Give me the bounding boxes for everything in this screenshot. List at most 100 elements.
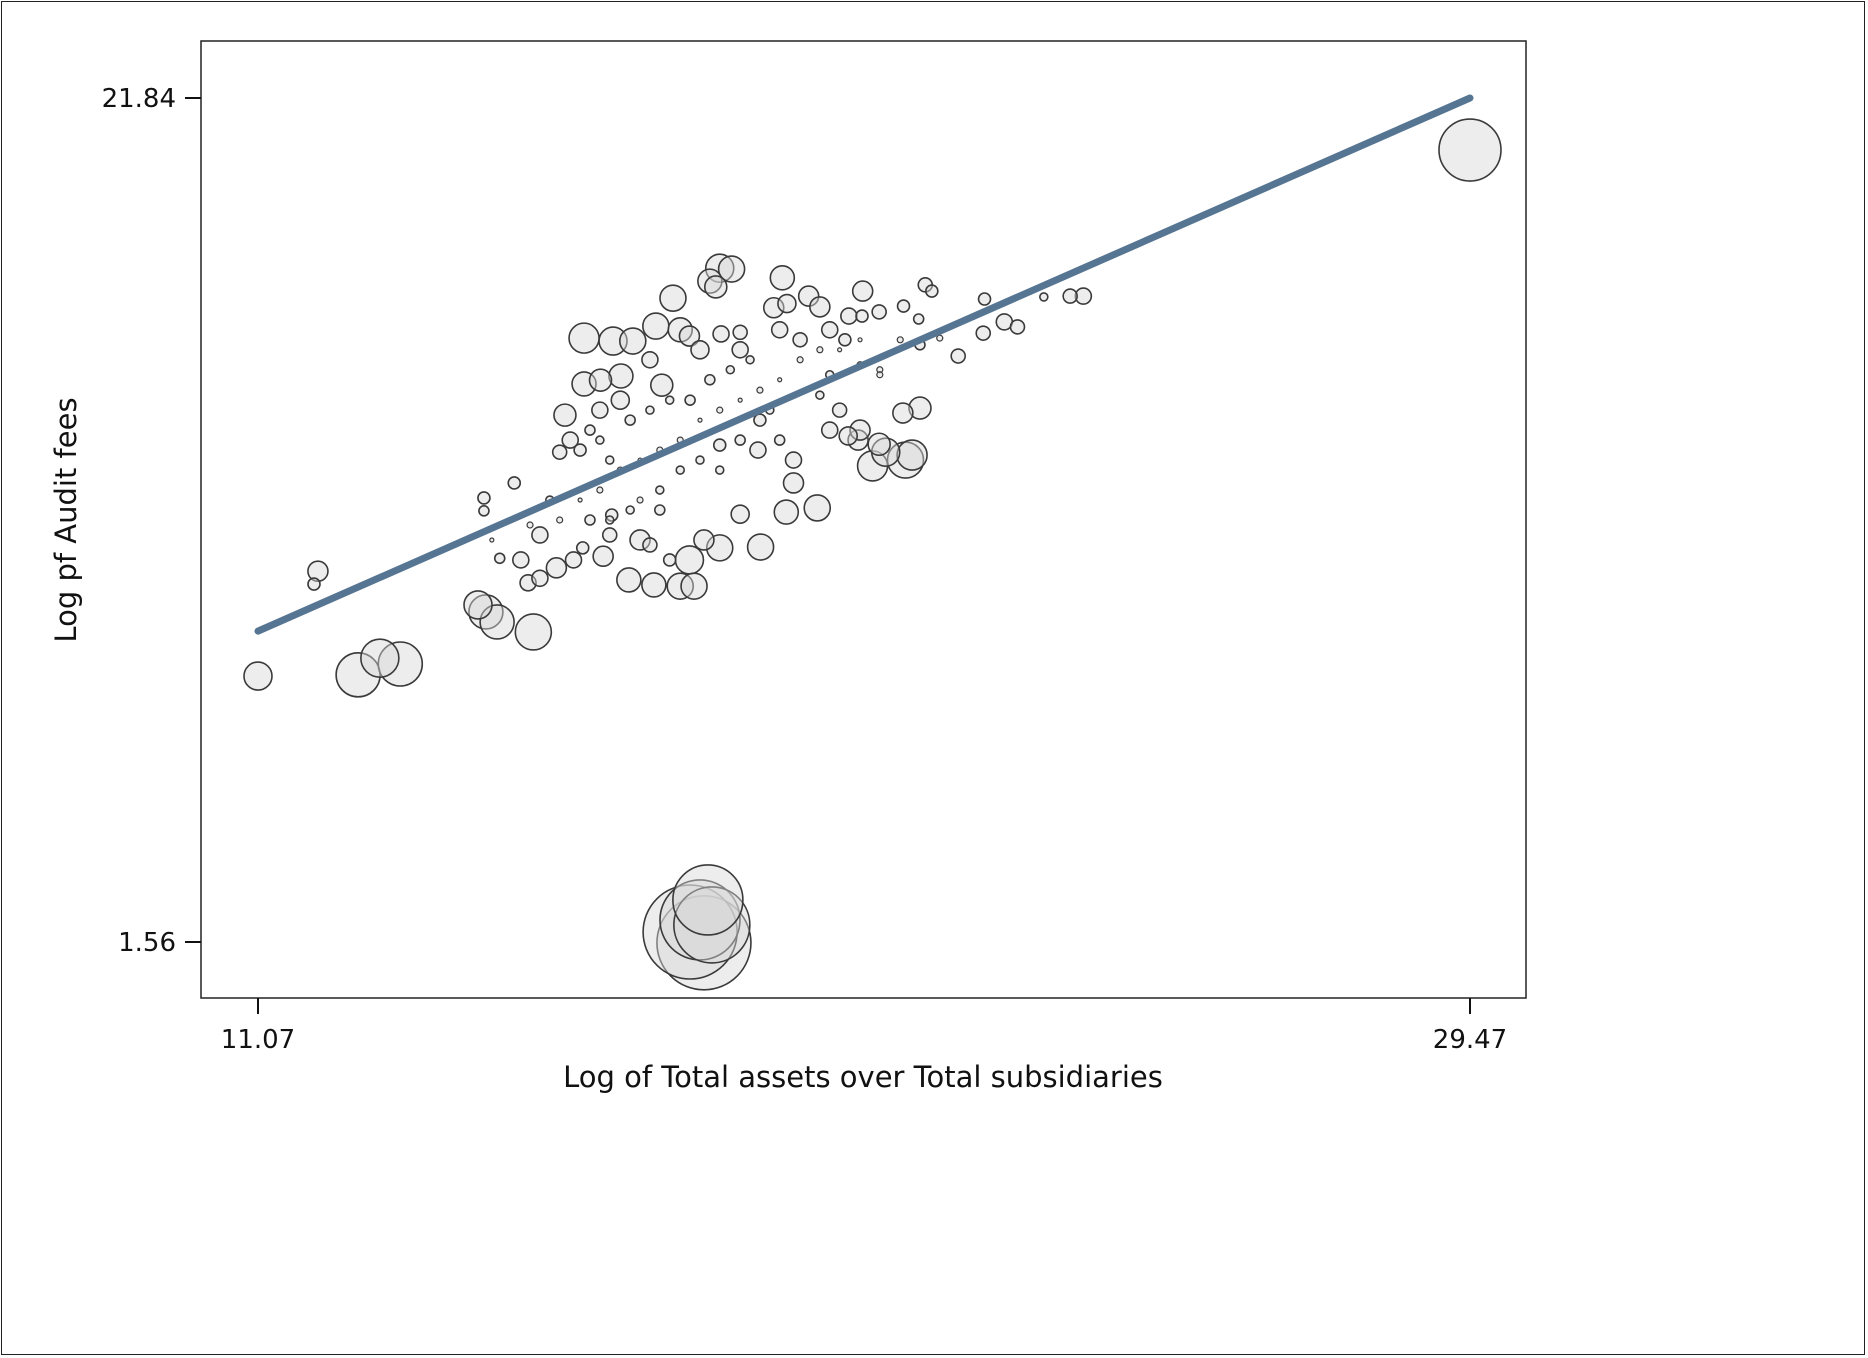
data-point [876,371,884,379]
data-point [307,577,321,591]
data-point [896,299,911,313]
data-point [784,451,803,469]
y-tick-label-min: 1.56 [118,928,176,958]
data-point [608,363,634,389]
data-point [1009,319,1026,335]
data-point [575,541,590,555]
data-point [908,396,932,420]
data-point [584,514,596,526]
data-point [478,505,490,517]
data-point [468,594,504,630]
y-tick-label-max: 21.84 [102,84,176,114]
data-point [656,895,752,991]
data-point [777,293,797,314]
data-point [654,504,666,516]
data-point [531,526,549,544]
data-point [463,590,493,620]
data-point [642,312,670,340]
data-point [770,321,789,339]
data-point [573,443,587,457]
data-point [855,309,869,323]
data-point [598,326,628,356]
data-point [737,397,743,403]
data-point [577,497,583,503]
data-point [849,419,871,441]
data-point [725,364,736,375]
data-point [610,390,631,410]
data-point [925,284,939,298]
data-point [360,638,400,678]
data-point [659,879,741,961]
data-point [507,476,522,490]
data-point [912,313,925,325]
data-point [659,284,687,312]
data-point [769,264,796,291]
data-point [664,395,675,405]
data-point [477,491,491,505]
data-point [674,545,705,575]
data-point [655,485,665,495]
data-point [592,545,614,568]
data-point [977,292,992,306]
data-point [1074,287,1093,305]
data-point [616,567,642,593]
data-point [624,414,636,426]
y-axis-title: Log pf Audit fees [49,397,83,642]
data-point [782,472,805,494]
data-point [307,560,329,582]
data-point [666,572,695,600]
data-point [704,253,735,284]
data-point [662,553,677,567]
data-point [564,551,583,569]
data-point [712,438,727,452]
data-point [545,557,568,579]
data-point [604,455,615,465]
data-point [335,652,381,698]
data-point [837,347,843,353]
data-point [551,444,568,460]
data-point [588,368,613,392]
data-point [867,432,891,457]
data-point [493,552,506,565]
data-point [601,527,618,543]
data-point [820,421,839,439]
data-point [820,321,839,339]
x-tick-label-min: 11.07 [221,1025,295,1055]
data-point [809,296,831,318]
data-point [584,424,596,436]
data-point [596,486,604,494]
data-point [672,864,744,936]
data-point [680,572,708,600]
data-point [697,268,723,294]
data-point [896,336,904,344]
data-point [526,521,534,529]
data-point [815,390,825,400]
data-point [641,572,667,598]
data-point [695,455,705,465]
x-tick-label-max: 29.47 [1433,1025,1507,1055]
x-axis-title: Log of Total assets over Total subsidiar… [563,1060,1163,1094]
data-point [712,325,730,343]
data-point [717,255,746,283]
data-point [243,661,273,691]
data-point [667,317,694,343]
data-point [697,417,703,423]
data-point [649,373,674,397]
data-point [792,331,808,348]
data-point [777,377,783,383]
data-point [797,285,820,307]
data-point [838,426,858,446]
data-point [561,431,580,449]
data-point [1438,118,1502,182]
data-point [745,354,755,365]
data-point [749,441,767,459]
data-point [625,505,635,515]
data-point [690,339,710,360]
data-point [704,373,716,386]
data-point [892,402,914,424]
data-point [642,884,738,980]
data-point [773,499,800,525]
data-point [629,529,651,551]
